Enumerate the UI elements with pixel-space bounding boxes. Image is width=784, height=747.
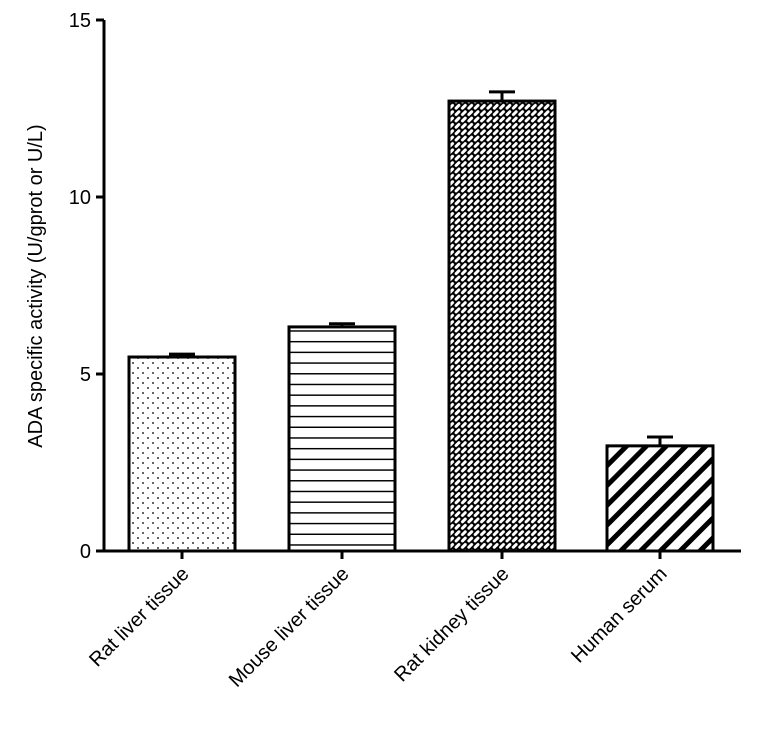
bar: [605, 444, 715, 553]
y-tick-label: 5: [80, 364, 91, 386]
x-tick-label: Rat kidney tissue: [390, 563, 513, 686]
y-tick-label: 15: [69, 10, 91, 32]
bar: [127, 355, 237, 553]
y-tick-label: 10: [69, 187, 91, 209]
x-tick-label: Rat liver tissue: [85, 563, 193, 671]
bar-group: [447, 90, 557, 553]
x-tick-label: Human serum: [567, 563, 671, 667]
bar: [447, 99, 557, 553]
bar-group: [287, 322, 397, 553]
bar-group: [127, 352, 237, 553]
x-tick-label: Mouse liver tissue: [225, 563, 354, 692]
y-axis-label: ADA specific activity (U/gprot or U/L): [25, 124, 47, 447]
bar-group: [605, 435, 715, 553]
y-tick-label: 0: [80, 541, 91, 563]
bar: [287, 325, 397, 553]
